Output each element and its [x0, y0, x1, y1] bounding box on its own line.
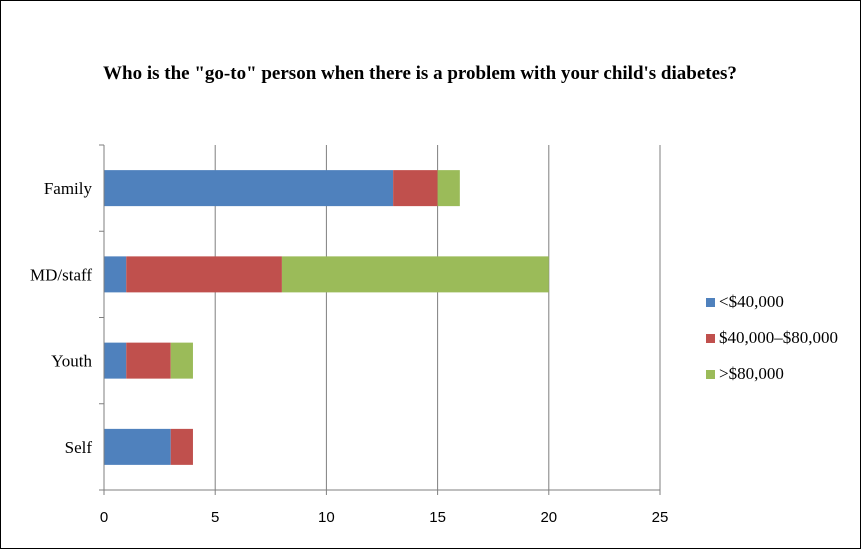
category-label-md-staff: MD/staff [30, 265, 92, 284]
bar-youth-series-1 [126, 342, 171, 379]
x-tick-label-20: 20 [540, 509, 557, 526]
bar-family-series-0 [104, 170, 394, 207]
legend-label-0: <$40,000 [719, 292, 784, 311]
legend: <$40,000 $40,000–$80,000 >$80,000 [706, 284, 838, 392]
bar-md-staff-series-1 [126, 256, 282, 293]
legend-swatch-0 [706, 297, 715, 307]
legend-swatch-1 [706, 333, 715, 343]
bar-youth-series-0 [104, 342, 127, 379]
category-label-self: Self [65, 438, 93, 457]
x-tick-label-0: 0 [100, 509, 108, 526]
bar-md-staff-series-2 [281, 256, 549, 293]
legend-swatch-2 [706, 369, 715, 379]
legend-item-1: $40,000–$80,000 [706, 320, 838, 356]
legend-label-1: $40,000–$80,000 [719, 328, 838, 347]
bar-family-series-2 [437, 170, 460, 207]
bar-self-series-1 [170, 428, 193, 465]
chart-title: Who is the "go-to" person when there is … [103, 63, 737, 84]
legend-item-2: >$80,000 [706, 356, 838, 392]
category-label-youth: Youth [51, 352, 92, 371]
bar-youth-series-2 [170, 342, 193, 379]
x-tick-label-10: 10 [318, 509, 335, 526]
x-tick-label-5: 5 [211, 509, 219, 526]
bar-md-staff-series-0 [104, 256, 127, 293]
legend-label-2: >$80,000 [719, 364, 784, 383]
legend-item-0: <$40,000 [706, 284, 838, 320]
x-tick-label-15: 15 [429, 509, 446, 526]
category-label-family: Family [44, 179, 93, 198]
x-tick-label-25: 25 [652, 509, 669, 526]
bar-family-series-1 [393, 170, 438, 207]
bar-self-series-0 [104, 428, 171, 465]
